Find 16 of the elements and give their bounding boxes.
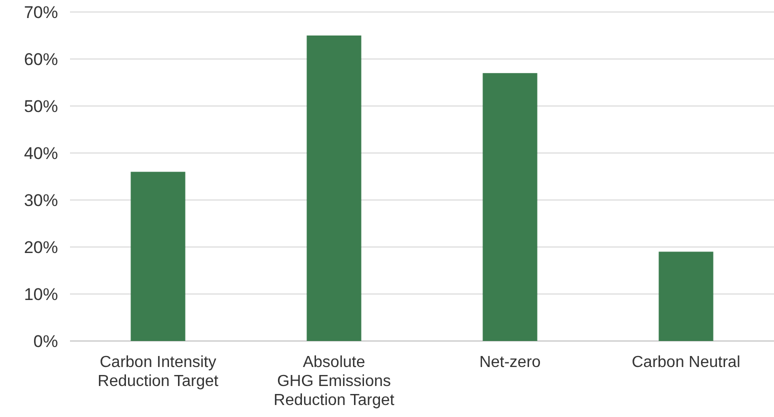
x-tick-label: Carbon Intensity Reduction Target (98, 354, 219, 390)
y-tick-label: 40% (24, 144, 58, 163)
bar (306, 36, 362, 341)
y-tick-label: 60% (24, 50, 58, 69)
y-tick-label: 30% (24, 190, 58, 210)
y-tick-label: 10% (24, 284, 58, 304)
x-tick-label: Absolute GHG Emissions Reduction Target (274, 354, 395, 409)
x-tick-label: Carbon Neutral (632, 354, 740, 371)
y-tick-label: 50% (24, 96, 58, 116)
y-tick-label: 70% (24, 2, 58, 22)
y-tick-label: 0% (33, 332, 58, 351)
bar (658, 252, 714, 341)
bar (130, 172, 186, 341)
y-tick-label: 20% (24, 238, 58, 257)
bar (482, 73, 538, 341)
x-tick-label: Net-zero (479, 354, 541, 371)
